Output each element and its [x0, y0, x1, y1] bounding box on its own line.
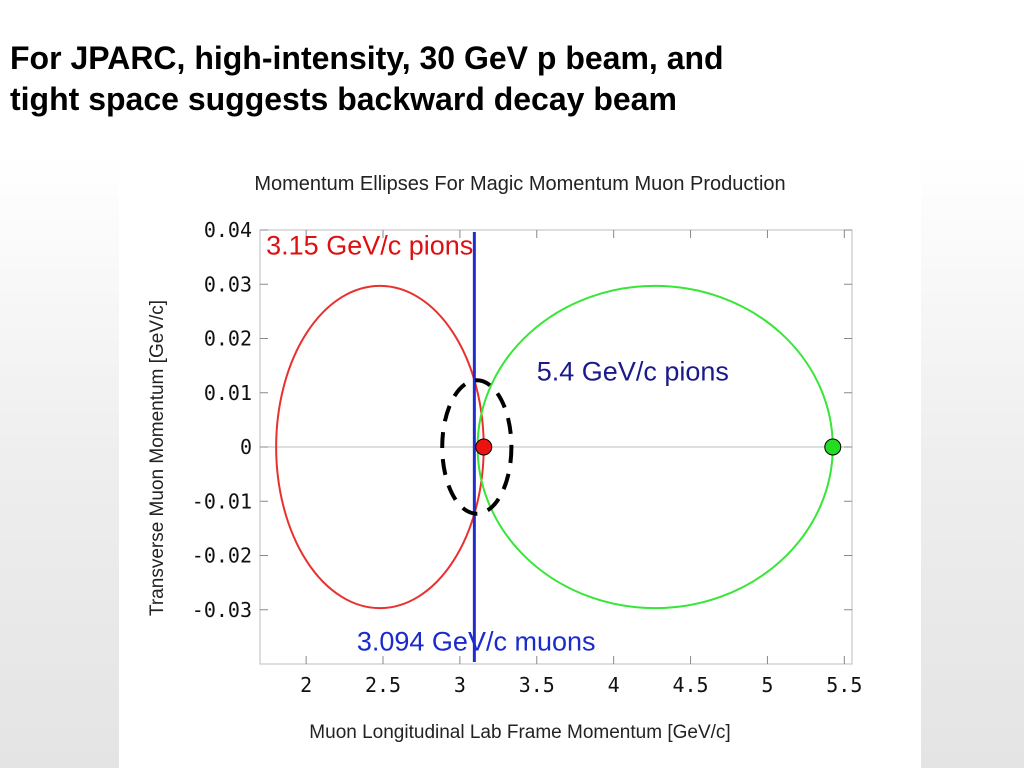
x-tick-label: 5.5 [826, 673, 862, 697]
y-tick-label: -0.03 [192, 598, 252, 622]
series-layer [275, 232, 842, 662]
y-tick-label: 0.04 [204, 218, 252, 242]
x-tick-label: 4 [608, 673, 620, 697]
annotation-layer: 3.15 GeV/c pions 5.4 GeV/c pions 3.094 GeV… [266, 230, 729, 656]
plot-frame [259, 229, 853, 665]
y-axis-label: Transverse Muon Momentum [GeV/c] [147, 300, 168, 616]
x-tick-label: 5 [761, 673, 773, 697]
x-axis-label: Muon Longitudinal Lab Frame Momentum [Ge… [309, 722, 730, 743]
y-tick-label: 0.02 [204, 327, 252, 351]
x-tick-label: 2.5 [365, 673, 401, 697]
plot-panel [119, 150, 921, 768]
x-tick-label: 2 [300, 673, 312, 697]
annotation-label: 5.4 GeV/c pions [537, 356, 729, 386]
highlight-dashed-ellipse [440, 378, 514, 516]
y-tick-label: 0.01 [204, 381, 252, 405]
x-axis-ticks: 2 2.5 3 3.5 4 4.5 5 5.5 [300, 230, 862, 697]
chart-title: Momentum Ellipses For Magic Momentum Muo… [254, 173, 785, 195]
y-tick-label: 0.03 [204, 272, 252, 296]
annotation-label: 3.094 GeV/c muons [357, 626, 596, 656]
y-tick-label: -0.02 [192, 544, 252, 568]
max-momentum-marker [824, 438, 842, 456]
x-tick-label: 4.5 [672, 673, 708, 697]
x-tick-label: 3.5 [519, 673, 555, 697]
max-momentum-marker [475, 438, 493, 456]
slide-title: For JPARC, high-intensity, 30 GeV p beam… [10, 38, 1010, 120]
y-tick-label: 0 [240, 435, 252, 459]
x-tick-label: 3 [454, 673, 466, 697]
annotation-label: 3.15 GeV/c pions [266, 230, 473, 260]
slide-title-line-1: For JPARC, high-intensity, 30 GeV p beam… [10, 40, 724, 76]
slide-title-line-2: tight space suggests backward decay beam [10, 81, 677, 117]
y-axis-ticks: 0.04 0.03 0.02 0.01 0 -0.01 -0.02 -0.03 [192, 218, 852, 622]
y-tick-label: -0.01 [192, 489, 252, 513]
